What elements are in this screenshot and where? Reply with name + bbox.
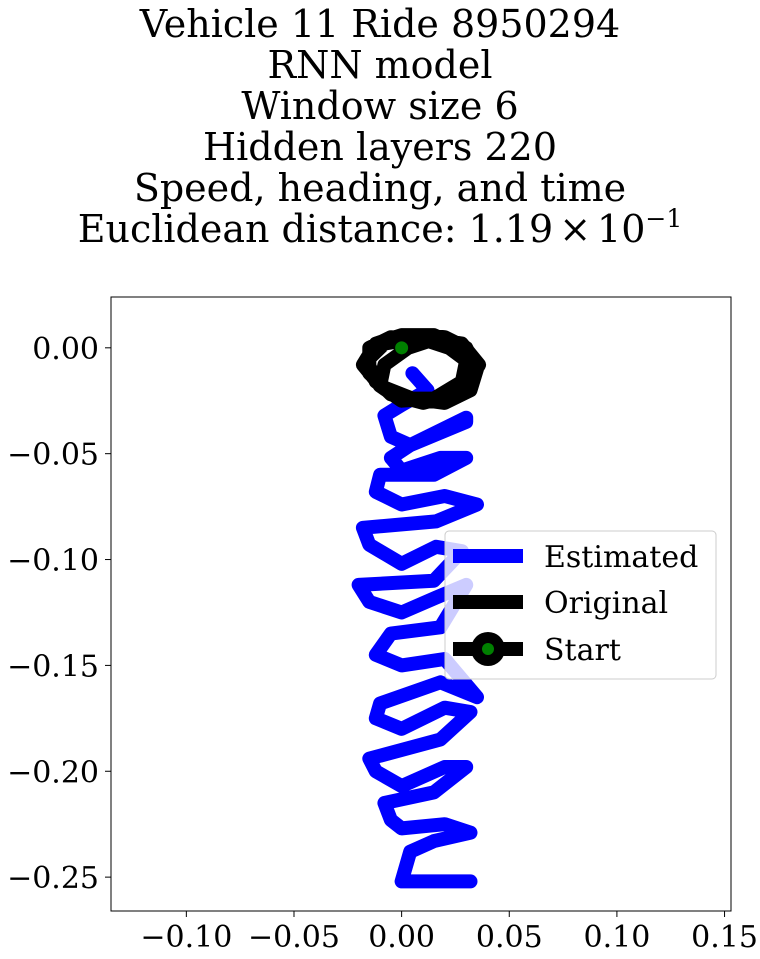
start-marker <box>395 341 409 355</box>
legend: Estimated Original Start <box>444 530 717 680</box>
title-line-window: Window size 6 <box>241 84 519 128</box>
y-tick-label: −0.05 <box>7 438 99 473</box>
y-tick-label: −0.25 <box>7 861 99 896</box>
x-tick-label: −0.10 <box>140 920 232 955</box>
metric-label: Euclidean distance: <box>77 207 469 251</box>
chart-title: Vehicle 11 Ride 8950294 RNN model Window… <box>0 4 760 250</box>
x-tick-label: 0.10 <box>584 920 651 955</box>
metric-mantissa: 1.19 <box>468 207 554 251</box>
x-tick-label: −0.05 <box>248 920 340 955</box>
metric-base: 10 <box>597 207 646 251</box>
legend-label-original: Original <box>544 586 668 621</box>
title-line-hidden: Hidden layers 220 <box>202 125 558 169</box>
title-line-features: Speed, heading, and time <box>133 166 627 210</box>
legend-start-dot <box>482 643 494 655</box>
title-line-model: RNN model <box>267 43 493 87</box>
x-tick-label: 0.05 <box>476 920 543 955</box>
y-tick-label: −0.20 <box>7 755 99 790</box>
x-tick-label: 0.15 <box>691 920 758 955</box>
legend-label-estimated: Estimated <box>544 540 698 575</box>
metric-exponent: −1 <box>645 204 683 233</box>
y-tick-label: 0.00 <box>32 332 99 367</box>
title-line-metric: Euclidean distance: 1.19 × 10−1 <box>0 206 760 251</box>
metric-times: × <box>559 207 592 251</box>
series-line-original <box>355 328 487 410</box>
legend-label-start: Start <box>544 633 621 668</box>
y-tick-label: −0.15 <box>7 649 99 684</box>
title-line-vehicle: Vehicle 11 Ride 8950294 <box>139 2 621 46</box>
x-tick-label: 0.00 <box>368 920 435 955</box>
axis-layer: −0.10 −0.05 0.00 0.05 0.10 0.15 0.00 −0.05 −0.10… <box>7 332 758 955</box>
y-tick-label: −0.10 <box>7 544 99 579</box>
